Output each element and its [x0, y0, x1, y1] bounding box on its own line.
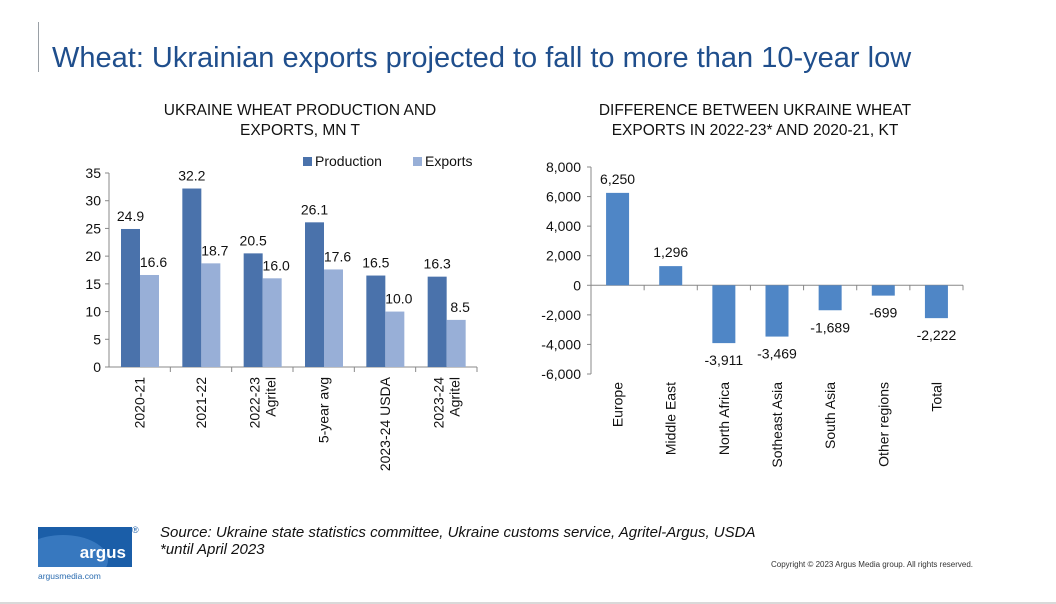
chart2-y-tick-label: 0: [573, 277, 581, 293]
chart1-y-tick-label: 35: [85, 165, 101, 181]
chart1-category-label: 5-year avg: [316, 377, 332, 443]
chart1-title: UKRAINE WHEAT PRODUCTION AND EXPORTS, MN…: [120, 101, 480, 141]
source-note: Source: Ukraine state statistics committ…: [160, 524, 755, 558]
chart1-y-tick-label: 15: [85, 276, 101, 292]
chart2-category-label: Other regions: [875, 382, 891, 467]
chart1-category-label: 2023-24 USDA: [377, 376, 393, 471]
title-divider: [38, 22, 39, 72]
chart2-data-label: -3,911: [705, 352, 744, 368]
chart1-category-label: 2021-22: [193, 377, 209, 429]
chart2-bar: [606, 192, 630, 286]
chart2-category-label: Middle East: [663, 382, 679, 455]
chart1-data-label: 10.0: [385, 291, 412, 307]
chart1-y-tick-label: 10: [85, 304, 101, 320]
chart2-category-label: North Africa: [716, 382, 732, 455]
chart1-legend-label: Production: [315, 153, 382, 169]
chart2-y-tick-label: 4,000: [546, 218, 581, 234]
chart1-category-label: Agritel: [262, 377, 278, 417]
chart1-y-tick-label: 5: [93, 331, 101, 347]
chart2-y-tick-label: 6,000: [546, 189, 581, 205]
copyright: Copyright © 2023 Argus Media group. All …: [771, 560, 973, 569]
chart1-bar-exports: [140, 274, 159, 367]
chart1-data-label: 24.9: [117, 208, 144, 224]
chart1-bar-exports: [324, 269, 343, 367]
chart2-bar: [871, 285, 895, 296]
chart2-data-label: -1,689: [810, 319, 850, 335]
chart1-legend-label: Exports: [425, 153, 472, 169]
chart2-bar: [924, 285, 948, 319]
chart1-y-tick-label: 20: [85, 248, 101, 264]
chart2-data-label: 1,296: [653, 244, 688, 260]
chart1-category-label: 2020-21: [132, 377, 148, 429]
chart1-data-label: 18.7: [201, 242, 228, 258]
chart2-data-label: 6,250: [600, 171, 635, 187]
chart1-data-label: 26.1: [301, 201, 328, 217]
chart1-bar-production: [182, 188, 202, 367]
chart2-category-label: South Asia: [822, 382, 838, 449]
chart2-bar: [818, 285, 842, 311]
chart1-data-label: 8.5: [450, 299, 470, 315]
logo-registered-mark: ®: [132, 525, 139, 535]
chart1-title-line1: UKRAINE WHEAT PRODUCTION AND: [163, 102, 437, 119]
chart2-data-label: -2,222: [917, 327, 957, 343]
chart1-legend-swatch-exports: [413, 157, 422, 166]
chart1-y-tick-label: 30: [85, 193, 101, 209]
chart2-bar: [659, 266, 683, 286]
chart1-data-label: 32.2: [178, 168, 205, 184]
chart1-y-tick-label: 0: [93, 359, 101, 375]
logo-box: argus: [38, 527, 132, 567]
chart2-title-line2: EXPORTS IN 2022-23* AND 2020-21, KT: [611, 122, 899, 139]
chart1-category-label: 2022-23: [246, 377, 262, 429]
chart1-bar-exports: [262, 278, 282, 367]
chart2-y-tick-label: 8,000: [546, 159, 581, 175]
chart2-y-tick-label: -4,000: [541, 336, 581, 352]
chart1-bar-production: [427, 276, 447, 367]
chart1-bar-production: [243, 253, 263, 367]
chart1-category-label: 2023-24: [430, 377, 446, 429]
argus-logo[interactable]: argus: [38, 527, 132, 567]
chart2-category-label: Sotheast Asia: [769, 382, 785, 468]
chart1-bar-exports: [446, 319, 466, 367]
chart1-category-label: Agritel: [446, 377, 462, 417]
chart2-y-tick-label: -2,000: [541, 307, 581, 323]
chart1-data-label: 16.6: [140, 254, 167, 270]
chart2-bar: [765, 285, 789, 337]
chart1-data-label: 16.0: [263, 257, 290, 273]
source-text: Source: Ukraine state statistics committ…: [160, 524, 756, 541]
chart1-bar-production: [366, 275, 386, 367]
chart2-title: DIFFERENCE BETWEEN UKRAINE WHEAT EXPORTS…: [570, 101, 940, 141]
chart1-bar-exports: [385, 311, 405, 367]
chart1-y-tick-label: 25: [85, 220, 101, 236]
chart1-bar-production: [305, 222, 324, 367]
chart1-data-label: 16.3: [424, 256, 451, 272]
page-title: Wheat: Ukrainian exports projected to fa…: [52, 42, 912, 74]
chart2-category-label: Total: [928, 382, 944, 412]
chart2-title-line1: DIFFERENCE BETWEEN UKRAINE WHEAT: [598, 102, 912, 119]
chart1-title-line2: EXPORTS, MN T: [239, 122, 360, 139]
chart1-legend-swatch-production: [303, 157, 312, 166]
footnote-text: *until April 2023: [160, 541, 265, 558]
chart1-data-label: 20.5: [240, 232, 267, 248]
logo-url[interactable]: argusmedia.com: [38, 571, 101, 581]
chart1-bar-exports: [201, 263, 221, 367]
chart2-y-tick-label: -6,000: [541, 366, 581, 382]
chart2-bar: [712, 285, 736, 344]
chart2-category-label: Europe: [610, 382, 626, 427]
chart2-y-tick-label: 2,000: [546, 248, 581, 264]
chart1-data-label: 17.6: [324, 248, 351, 264]
chart2-data-label: -699: [869, 305, 897, 321]
chart2-data-label: -3,469: [757, 346, 797, 362]
chart1-data-label: 16.5: [362, 255, 389, 271]
footer-divider: [0, 602, 1056, 604]
chart1-bar-production: [121, 228, 140, 367]
logo-text: argus: [79, 543, 126, 562]
